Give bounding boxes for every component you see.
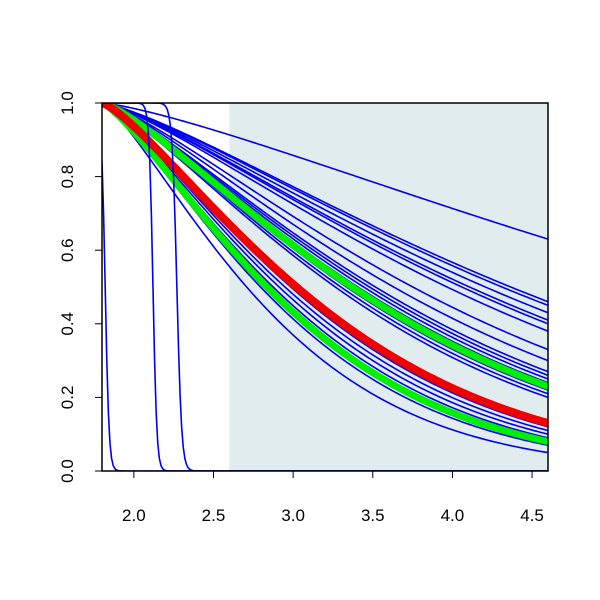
x-tick-label-2: 3.0	[281, 506, 305, 525]
series-line-2	[102, 103, 548, 307]
y-tick-label-0: 0.0	[58, 459, 77, 483]
y-tick-label-5: 1.0	[58, 91, 77, 115]
series-line-9	[102, 103, 548, 373]
x-tick-label-4: 4.0	[441, 506, 465, 525]
series-line-7	[102, 103, 548, 351]
x-axis: 2.0 2.5 3.0 3.5 4.0 4.5	[122, 471, 544, 525]
x-tick-label-5: 4.5	[520, 506, 544, 525]
series-line-29	[102, 103, 548, 471]
series-line-19	[102, 103, 548, 435]
x-tick-label-1: 2.5	[202, 506, 226, 525]
series-line-6	[102, 103, 548, 332]
x-tick-label-0: 2.0	[122, 506, 146, 525]
series-line-24	[102, 103, 548, 390]
series-layer	[102, 103, 548, 471]
series-line-8	[102, 103, 548, 362]
y-tick-label-1: 0.2	[58, 386, 77, 410]
series-line-5	[102, 103, 548, 325]
x-tick-label-3: 3.5	[361, 506, 385, 525]
series-line-25	[102, 103, 548, 445]
series-line-23	[102, 103, 548, 454]
series-line-3	[102, 103, 548, 314]
y-tick-label-4: 0.8	[58, 165, 77, 189]
y-axis: 0.0 0.2 0.4 0.6 0.8 1.0	[58, 91, 102, 483]
y-tick-label-3: 0.6	[58, 238, 77, 262]
plot-frame	[101, 102, 549, 472]
series-line-0	[102, 103, 548, 240]
series-line-26	[102, 103, 548, 428]
y-tick-label-2: 0.4	[58, 312, 77, 336]
